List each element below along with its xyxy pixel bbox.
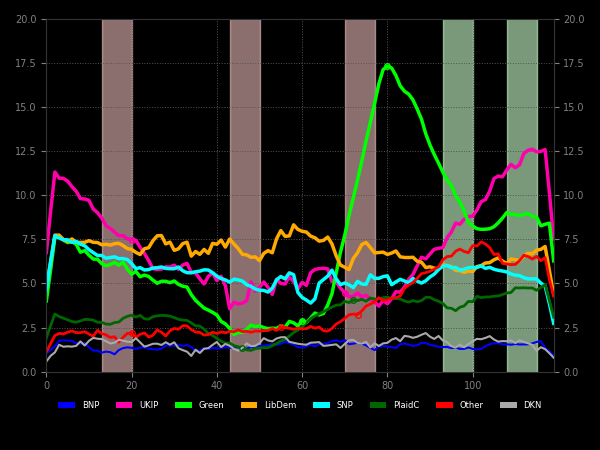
Bar: [443, 19, 473, 372]
Legend: BNP, UKIP, Green, LibDem, SNP, PlaidC, Other, DKN: BNP, UKIP, Green, LibDem, SNP, PlaidC, O…: [55, 398, 545, 413]
Bar: [230, 19, 260, 372]
Bar: [507, 19, 536, 372]
Bar: [102, 19, 131, 372]
Bar: [345, 19, 374, 372]
